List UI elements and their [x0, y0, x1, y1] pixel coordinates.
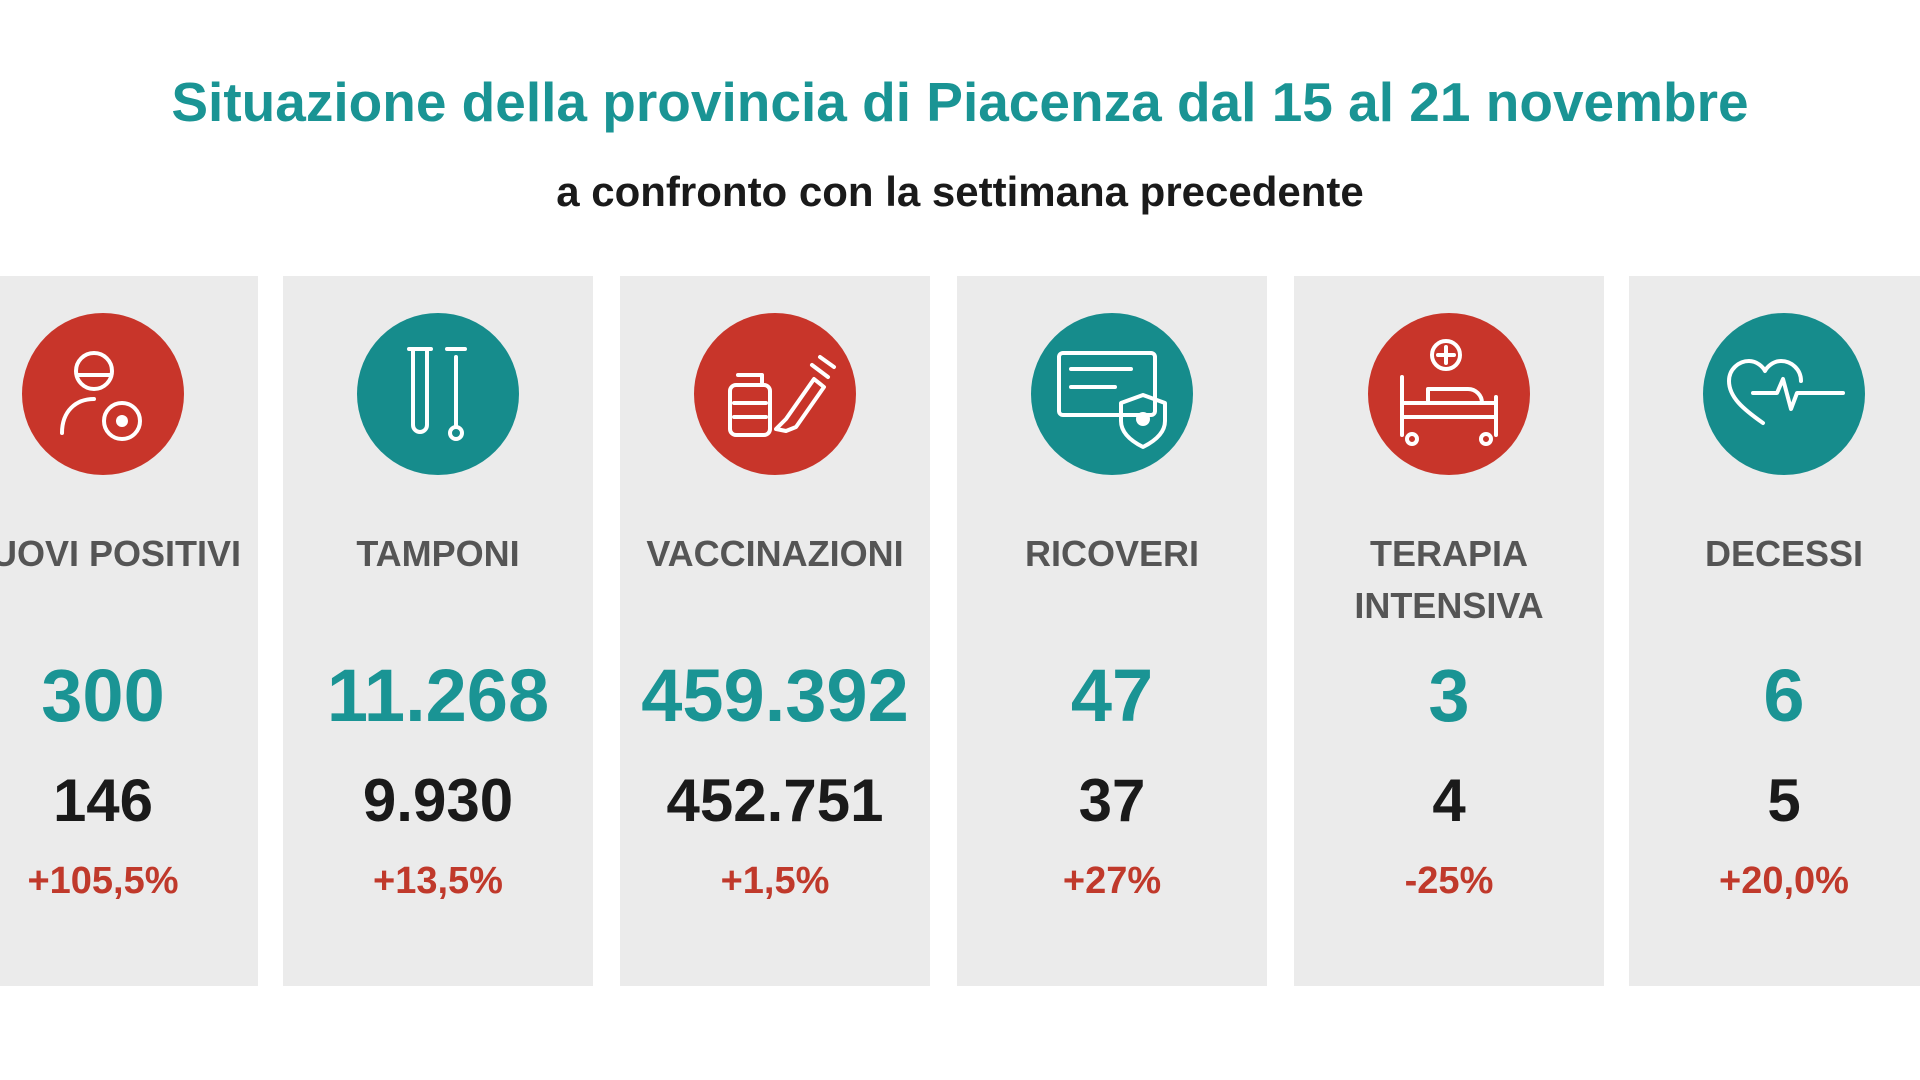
current-value: 3: [1428, 654, 1470, 737]
card: RICOVERI 47 37 +27%: [957, 276, 1267, 986]
current-value: 459.392: [641, 654, 909, 737]
icon: [694, 313, 856, 475]
title: Situazione della provincia di Piacenza d…: [171, 71, 1749, 133]
icon: [357, 313, 519, 475]
change: +105,5%: [27, 860, 179, 902]
change: -25%: [1404, 860, 1494, 902]
icon: [1031, 313, 1193, 475]
previous-value: 146: [52, 767, 154, 834]
current-value: 6: [1763, 654, 1805, 737]
card: DECESSI 6 5 +20,0%: [1629, 276, 1920, 986]
icon: [1703, 313, 1865, 475]
label: NUOVI POSITIVI: [0, 533, 242, 574]
previous-value: 452.751: [666, 767, 884, 834]
label: TAMPONI: [356, 533, 520, 574]
previous-value: 4: [1432, 767, 1466, 834]
previous-value: 37: [1078, 767, 1146, 834]
current-value: 300: [41, 654, 165, 737]
icon: [1368, 313, 1530, 475]
subtitle: a confronto con la settimana precedente: [556, 168, 1364, 215]
previous-value: 5: [1767, 767, 1801, 834]
current-value: 11.268: [326, 654, 550, 737]
icon: [22, 313, 184, 475]
change: +20,0%: [1719, 860, 1849, 902]
card: NUOVI POSITIVI 300 146 +105,5%: [0, 276, 258, 986]
previous-value: 9.930: [362, 767, 514, 834]
label: RICOVERI: [1024, 533, 1200, 574]
change: +1,5%: [720, 860, 830, 902]
card: TERAPIA INTENSIVA 3 4 -25%: [1294, 276, 1604, 986]
card: VACCINAZIONI 459.392 452.751 +1,5%: [620, 276, 930, 986]
card: TAMPONI 11.268 9.930 +13,5%: [283, 276, 593, 986]
change: +13,5%: [373, 860, 503, 902]
label: TERAPIA INTENSIVA: [1354, 533, 1544, 626]
label: VACCINAZIONI: [646, 533, 904, 574]
change: +27%: [1062, 860, 1162, 902]
label: DECESSI: [1704, 533, 1864, 574]
current-value: 47: [1070, 654, 1154, 737]
